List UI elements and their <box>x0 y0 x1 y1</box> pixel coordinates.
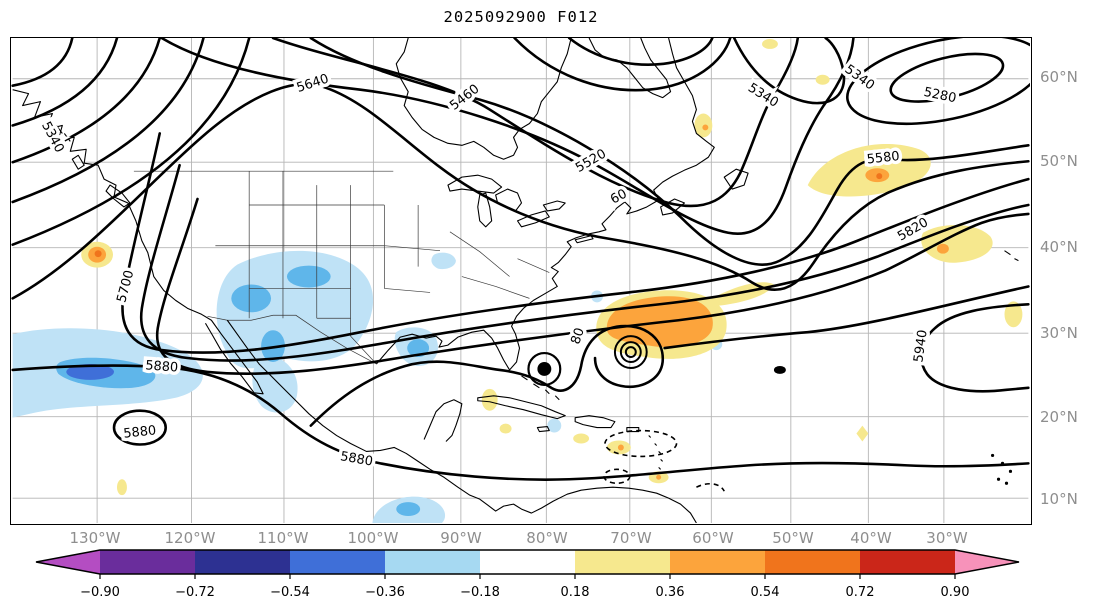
colorbar-arrow-left <box>36 550 100 574</box>
y-tick-label: 30°N <box>1040 324 1078 342</box>
svg-text:−0.54: −0.54 <box>270 585 310 600</box>
svg-text:0.36: 0.36 <box>656 585 685 600</box>
svg-text:0.90: 0.90 <box>941 585 970 600</box>
colorbar-tick-labels: −0.90 −0.72 −0.54 −0.36 −0.18 0.18 0.36 … <box>80 585 969 600</box>
storm-dot <box>537 361 552 376</box>
contour-label: 80 <box>568 326 587 346</box>
contour-label: 60 <box>608 187 630 208</box>
y-tick-label: 60°N <box>1040 68 1078 86</box>
contour-5460 <box>271 38 800 208</box>
colorbar: −0.90 −0.72 −0.54 −0.36 −0.18 0.18 0.36 … <box>35 549 1020 600</box>
contour-label: 5880 <box>145 358 179 375</box>
contour-label: 5880 <box>339 449 374 469</box>
shading-orange-deep <box>94 173 883 258</box>
y-tick-label: 50°N <box>1040 152 1078 170</box>
contour-5640 <box>11 82 1030 300</box>
dashed-contours <box>603 429 725 492</box>
contour-arc-corner-1 <box>11 38 74 87</box>
svg-text:−0.36: −0.36 <box>365 585 405 600</box>
contour-5880-closed-cell <box>112 409 167 446</box>
x-tick-label: 70°W <box>610 529 652 547</box>
y-tick-label: 40°N <box>1040 238 1078 256</box>
shading-blue-deep <box>66 363 115 380</box>
height-contours <box>11 38 1030 481</box>
svg-text:0.54: 0.54 <box>751 585 780 600</box>
x-tick-label: 120°W <box>164 529 216 547</box>
contour-5400-west <box>11 38 205 204</box>
svg-text:−0.90: −0.90 <box>80 585 120 600</box>
contour-5940 <box>920 303 1030 393</box>
contour-5340-low <box>846 38 1030 126</box>
contour-5280-low <box>889 52 1005 103</box>
contour-top-ridge-2 <box>567 38 714 66</box>
contour-5820 <box>155 197 1030 376</box>
x-tick-label: 130°W <box>69 529 121 547</box>
x-tick-label: 80°W <box>526 529 568 547</box>
map-canvas: 5640 5460 5520 5340 5340 5280 5580 5820 … <box>10 37 1032 525</box>
map-svg: 5640 5460 5520 5340 5340 5280 5580 5820 … <box>11 38 1030 523</box>
contour-5900-east <box>663 285 1030 350</box>
contour-label: 5280 <box>922 85 957 107</box>
contour-5760 <box>139 163 1030 362</box>
contour-5340-hook <box>732 38 846 105</box>
contour-5520 <box>160 38 855 236</box>
x-tick-label: 40°W <box>850 529 892 547</box>
contour-ring-storm <box>527 351 562 386</box>
x-tick-label: 60°W <box>692 529 734 547</box>
y-tick-label: 20°N <box>1040 408 1078 426</box>
contour-label: 5700 <box>114 269 137 305</box>
contour-5460-west <box>11 38 251 247</box>
x-tick-label: 110°W <box>257 529 309 547</box>
y-tick-label: 10°N <box>1040 490 1078 508</box>
colorbar-arrow-right <box>955 550 1019 574</box>
contour-ring-east-2 <box>619 341 642 363</box>
contour-ring-east-1 <box>624 346 637 359</box>
contour-label: 5640 <box>295 72 331 96</box>
x-tick-label: 100°W <box>347 529 399 547</box>
svg-text:0.18: 0.18 <box>561 585 590 600</box>
contour-5880-main <box>11 364 1030 481</box>
svg-text:−0.18: −0.18 <box>460 585 500 600</box>
contour-label: 5340 <box>745 81 781 111</box>
contour-5340-west <box>11 38 162 164</box>
page-title: 2025092900 F012 <box>443 8 599 26</box>
contour-5700 <box>121 132 1030 354</box>
contour-5880-gulf-loop <box>309 324 664 427</box>
point-markers <box>537 361 1013 485</box>
state-borders <box>133 170 550 365</box>
contour-top-ridge-1 <box>513 38 732 92</box>
svg-text:0.72: 0.72 <box>846 585 875 600</box>
contour-5580 <box>309 38 1030 266</box>
svg-text:−0.72: −0.72 <box>175 585 215 600</box>
contour-label: 5880 <box>123 423 157 441</box>
colorbar-segments <box>36 550 1019 574</box>
contour-label: 5940 <box>911 329 930 364</box>
contour-ring-east-3 <box>613 335 648 369</box>
contour-arc-corner-2 <box>11 38 119 127</box>
x-tick-label: 90°W <box>440 529 482 547</box>
colorbar-ticks <box>99 574 956 579</box>
small-black-blob <box>773 365 786 374</box>
x-tick-label: 50°W <box>772 529 814 547</box>
x-tick-label: 30°W <box>926 529 968 547</box>
